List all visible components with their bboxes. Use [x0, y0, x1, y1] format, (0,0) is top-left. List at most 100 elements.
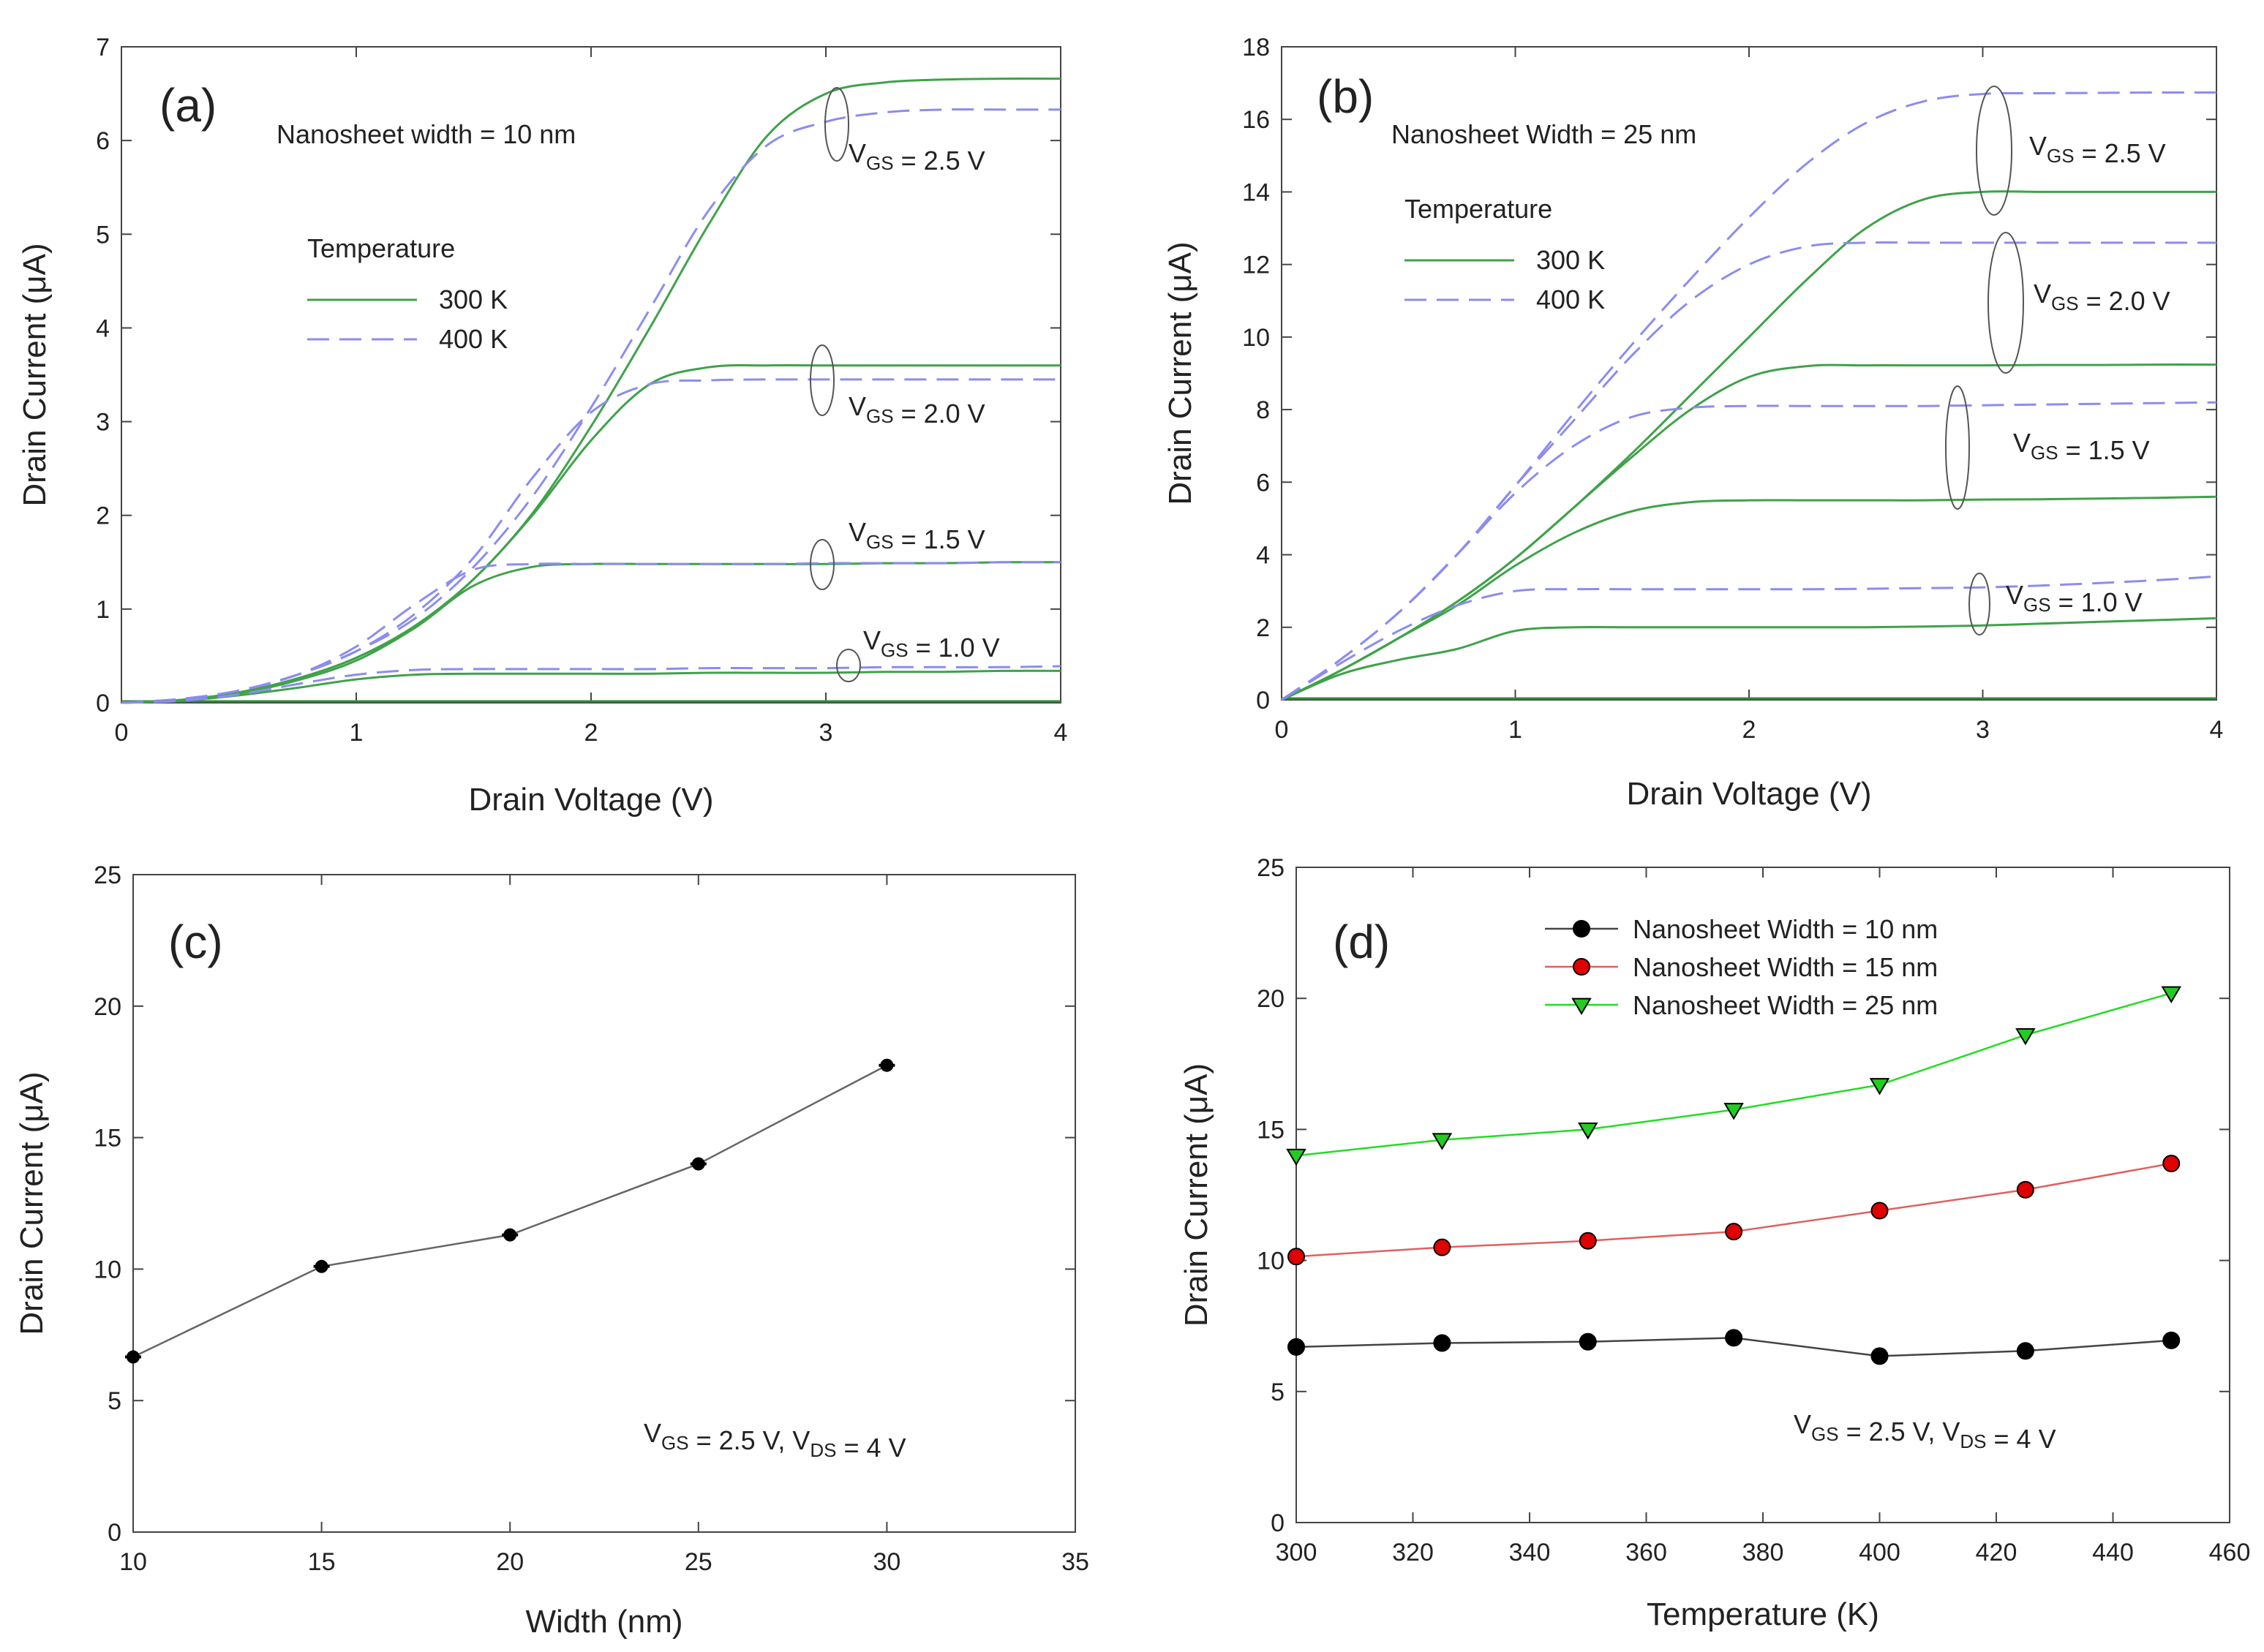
panel-label: (b): [1317, 70, 1374, 123]
legend-title: Temperature: [1404, 194, 1552, 224]
x-tick-label: 2: [584, 719, 598, 747]
y-tick-label: 2: [1256, 614, 1270, 642]
y-tick-label: 5: [96, 221, 110, 249]
legend-entry: 300 K: [1536, 245, 1605, 275]
y-tick-label: 12: [1242, 252, 1270, 279]
vgs-annotation: VGS = 1.0 V: [863, 625, 1000, 663]
x-tick-label: 420: [1976, 1539, 2017, 1566]
y-tick-label: 15: [1257, 1116, 1285, 1144]
y-tick-label: 0: [1271, 1509, 1285, 1537]
panel-label: (a): [159, 79, 217, 132]
x-tick-label: 360: [1625, 1539, 1667, 1566]
panel-label: (c): [168, 916, 223, 968]
panel-label: (d): [1333, 916, 1390, 968]
x-tick-label: 3: [1976, 716, 1990, 744]
x-tick-label: 30: [873, 1548, 900, 1576]
panel-a: 0 1 2 3 4 0 1 2 3 4 5 6 7 Drain Voltage (V) Drain Curr…: [17, 34, 1067, 818]
vgs-annotation: VGS = 2.5 V: [2029, 131, 2166, 168]
legend-title: Temperature: [307, 233, 455, 263]
vgs-annotation: VGS = 2.5 V: [849, 138, 985, 176]
bias-annotation: VGS = 2.5 V, VDS = 4 V: [644, 1418, 906, 1463]
x-axis-label: Drain Voltage (V): [468, 782, 713, 818]
y-tick-label: 0: [108, 1519, 121, 1547]
y-tick-label: 0: [1256, 687, 1270, 714]
vgs-annotation: VGS = 1.5 V: [849, 517, 985, 554]
panel-subtitle: Nanosheet Width = 25 nm: [1391, 119, 1696, 149]
x-tick-label: 15: [308, 1548, 336, 1576]
group-ellipse: [824, 87, 849, 162]
data-point: [2016, 1342, 2034, 1360]
y-tick-label: 8: [1256, 396, 1270, 424]
curve-300k: [1281, 495, 2217, 701]
data-point: [1870, 1202, 1889, 1220]
y-tick-label: 25: [94, 861, 121, 889]
data-point: [1725, 1329, 1743, 1347]
x-tick-label: 20: [496, 1548, 524, 1576]
curve-300k: [121, 669, 1061, 704]
data-point: [1870, 1347, 1889, 1365]
group-ellipse: [1987, 232, 2024, 374]
x-tick-label: 380: [1742, 1539, 1784, 1566]
data-point: [1723, 1103, 1744, 1120]
x-tick-label: 4: [1054, 719, 1068, 747]
y-tick-label: 7: [96, 34, 110, 61]
group-ellipse: [810, 344, 835, 416]
x-tick-label: 320: [1392, 1539, 1434, 1566]
x-tick-label: 25: [685, 1548, 712, 1576]
y-axis-label: Drain Current (μA): [17, 243, 53, 506]
y-axis-label: Drain Current (μA): [14, 1071, 50, 1335]
group-ellipse: [1968, 573, 1990, 635]
vgs-annotation: VGS = 1.0 V: [2006, 580, 2143, 617]
legend-entry: 400 K: [439, 324, 508, 354]
x-axis-label: Width (nm): [525, 1604, 682, 1640]
y-tick-label: 25: [1257, 854, 1285, 882]
data-point: [1725, 1223, 1743, 1241]
data-point: [1433, 1334, 1451, 1352]
y-tick-label: 20: [1257, 985, 1285, 1013]
data-point: [1432, 1133, 1453, 1150]
y-tick-label: 18: [1242, 34, 1270, 61]
data-point: [2016, 1180, 2034, 1199]
y-tick-label: 10: [1242, 324, 1270, 352]
y-tick-label: 3: [96, 409, 110, 437]
data-point: [2015, 1027, 2036, 1046]
x-tick-label: 4: [2210, 716, 2224, 744]
x-tick-label: 0: [115, 719, 129, 747]
curve-300k: [1281, 616, 2217, 701]
x-tick-label: 1: [1508, 716, 1522, 744]
group-ellipse: [836, 649, 861, 682]
y-tick-label: 5: [1271, 1378, 1285, 1406]
data-point: [1579, 1232, 1597, 1250]
y-tick-label: 1: [96, 596, 110, 624]
y-tick-label: 15: [94, 1125, 121, 1153]
y-tick-label: 4: [96, 314, 110, 342]
legend-entry: Nanosheet Width = 25 nm: [1633, 990, 1938, 1020]
group-ellipse: [1945, 385, 1970, 510]
x-tick-label: 35: [1061, 1548, 1089, 1576]
data-point: [1286, 1148, 1306, 1166]
data-point: [2162, 1154, 2181, 1172]
vgs-annotation: VGS = 1.5 V: [2013, 428, 2150, 465]
y-tick-label: 20: [94, 993, 121, 1021]
y-tick-label: 2: [96, 502, 110, 530]
curve-400k: [1281, 241, 2216, 701]
x-tick-label: 300: [1276, 1539, 1317, 1566]
x-tick-label: 1: [350, 719, 364, 747]
y-tick-label: 0: [96, 690, 110, 717]
x-axis-label: Drain Voltage (V): [1626, 776, 1871, 812]
curve-400k: [121, 665, 1061, 704]
data-point: [1869, 1078, 1890, 1095]
bias-annotation: VGS = 2.5 V, VDS = 4 V: [1794, 1409, 2056, 1454]
legend-entry: 400 K: [1536, 284, 1605, 314]
curve-400k: [1281, 575, 2217, 701]
curve-400k: [121, 561, 1061, 704]
vgs-annotation: VGS = 2.0 V: [849, 391, 985, 429]
data-point: [1287, 1338, 1305, 1356]
y-tick-label: 10: [94, 1256, 121, 1283]
curve-300k: [1281, 363, 2217, 701]
data-point: [1579, 1332, 1597, 1351]
curve-400k: [1281, 401, 2217, 701]
y-tick-label: 4: [1256, 542, 1270, 570]
